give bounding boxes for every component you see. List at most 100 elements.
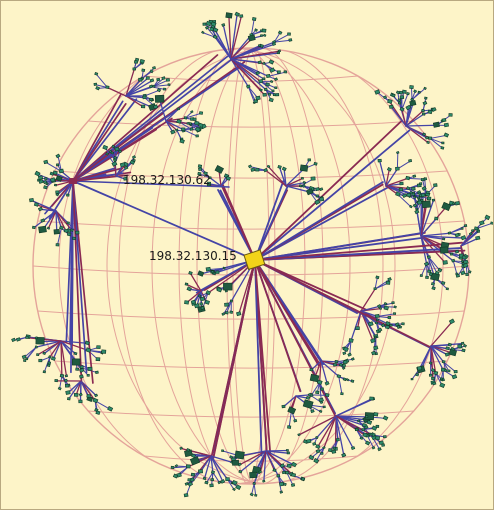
graph-edge — [72, 103, 127, 182]
graph-node — [374, 335, 377, 339]
graph-edge — [265, 450, 295, 466]
graph-node — [375, 275, 380, 280]
graph-node — [428, 361, 433, 365]
graph-node — [382, 415, 389, 421]
graph-node — [194, 303, 200, 309]
graph-edge — [265, 450, 284, 467]
graph-node — [23, 359, 27, 362]
graph-node — [361, 428, 365, 432]
graph-node — [451, 258, 456, 263]
graph-node — [200, 305, 205, 311]
graph-node — [430, 368, 436, 372]
graph-node — [421, 108, 425, 113]
graph-edge — [230, 37, 253, 60]
graph-node — [442, 260, 448, 265]
graph-edge — [259, 450, 267, 473]
graph-node — [415, 207, 419, 211]
graph-node — [363, 425, 369, 430]
graph-node — [373, 412, 379, 417]
parallel-line — [88, 120, 414, 128]
graph-edge — [396, 160, 411, 170]
graph-node — [232, 487, 236, 491]
graph-node — [194, 120, 200, 126]
graph-node — [433, 370, 439, 376]
graph-node — [463, 224, 468, 228]
graph-edge — [159, 99, 167, 122]
graph-node — [342, 346, 349, 352]
graph-edge — [253, 483, 257, 497]
graph-edge — [278, 166, 287, 187]
root-host-node[interactable] — [243, 249, 266, 271]
graph-node — [78, 399, 83, 404]
graph-node — [444, 369, 448, 372]
graph-node — [287, 425, 292, 429]
graph-node — [286, 463, 292, 469]
graph-node — [167, 83, 171, 86]
graph-node — [381, 443, 385, 447]
graph-node — [145, 76, 150, 80]
graph-node — [48, 355, 52, 359]
graph-edge — [205, 471, 214, 484]
graph-edge — [210, 455, 214, 474]
graph-node — [118, 149, 122, 154]
graph-node — [451, 374, 458, 380]
graph-node — [55, 190, 60, 194]
graph-node — [21, 354, 27, 360]
graph-node — [415, 373, 420, 377]
graph-node — [29, 197, 34, 203]
graph-node — [443, 122, 449, 128]
graph-node — [211, 270, 214, 273]
meridian-line — [151, 48, 384, 484]
graph-node — [428, 136, 433, 140]
graph-node — [371, 350, 377, 356]
graph-node — [189, 127, 194, 131]
graph-edge — [440, 369, 444, 380]
graph-node — [38, 358, 43, 363]
graph-edge — [335, 415, 366, 437]
graph-edge — [360, 310, 377, 338]
graph-node — [341, 366, 346, 370]
parallel-line — [54, 170, 448, 179]
graph-node — [201, 30, 205, 35]
graph-edge — [285, 185, 311, 193]
graph-node — [175, 128, 179, 132]
graph-edge — [230, 43, 275, 60]
graph-node — [176, 107, 180, 111]
graph-edge — [247, 86, 257, 103]
graph-node — [426, 196, 432, 201]
graph-edge — [113, 163, 117, 177]
graph-edge — [335, 415, 372, 436]
graph-node — [189, 456, 201, 466]
graph-node — [221, 23, 226, 27]
graph-node — [86, 393, 91, 398]
graph-node — [186, 286, 192, 292]
graph-node — [399, 181, 404, 186]
graph-node — [283, 70, 288, 74]
graph-node — [424, 96, 428, 100]
graph-node — [132, 67, 137, 71]
graph-node — [174, 464, 179, 468]
graph-node — [266, 164, 271, 169]
graph-node — [53, 183, 57, 187]
graph-node — [205, 20, 212, 27]
graph-node — [402, 193, 408, 199]
graph-node — [422, 100, 428, 106]
graph-node — [102, 144, 109, 151]
graph-node — [79, 365, 84, 369]
graph-node — [460, 270, 466, 276]
graph-node — [413, 89, 418, 94]
graph-edge — [254, 259, 432, 349]
graph-node — [406, 193, 411, 197]
graph-node — [195, 134, 199, 138]
graph-node — [55, 153, 61, 159]
parallel-line — [144, 455, 358, 462]
graph-node — [383, 305, 389, 311]
graph-node — [468, 231, 473, 236]
graph-node — [454, 200, 460, 206]
graph-edge — [230, 58, 250, 88]
graph-node — [341, 363, 347, 368]
graph-node — [92, 397, 99, 404]
graph-node — [132, 158, 136, 162]
graph-edge — [420, 218, 437, 237]
